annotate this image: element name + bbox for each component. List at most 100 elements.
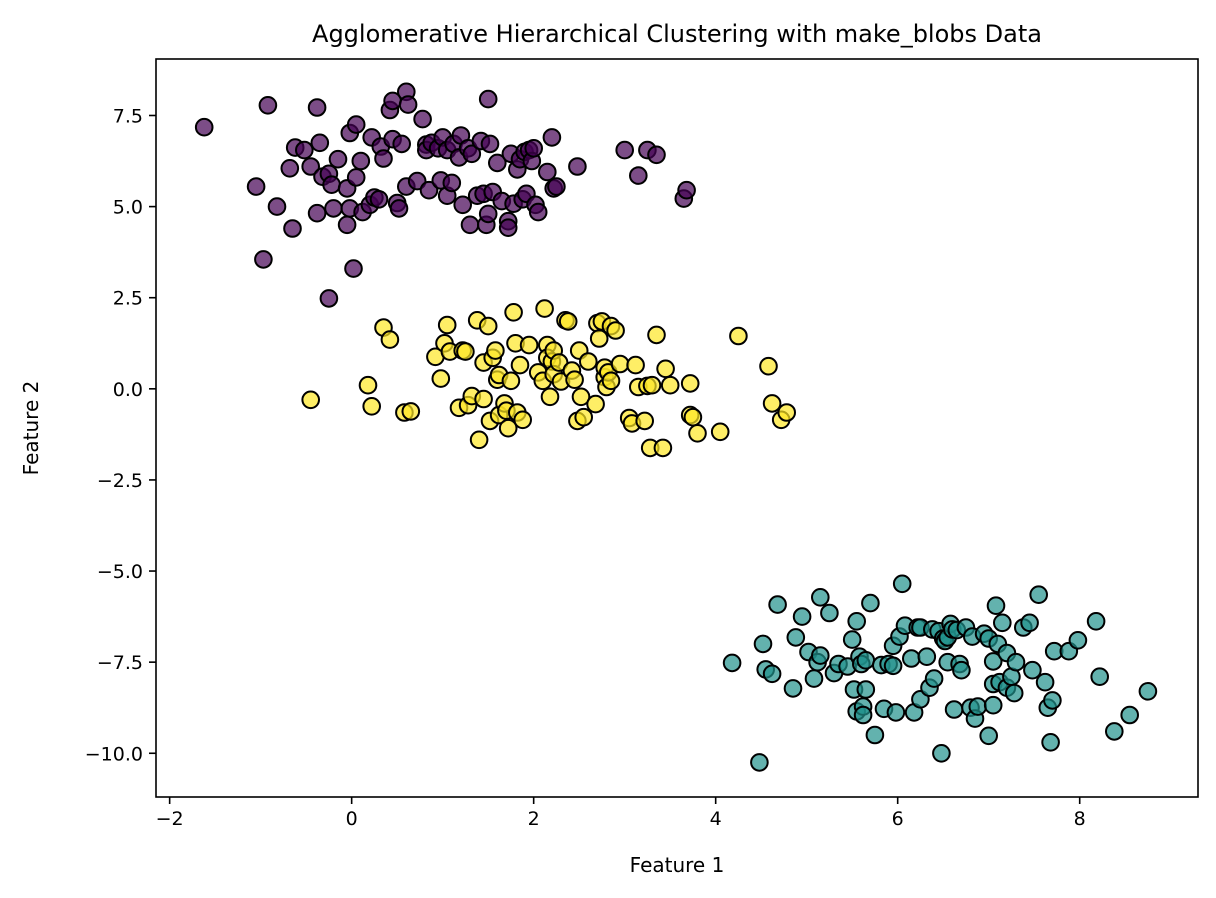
cluster-1-point-6 bbox=[401, 402, 421, 421]
cluster-0-point-68 bbox=[480, 134, 500, 154]
cluster-2-point-12 bbox=[811, 588, 830, 607]
y-tick-label: 5.0 bbox=[113, 197, 143, 219]
cluster-0-point-15 bbox=[322, 175, 341, 194]
cluster-2-point-67 bbox=[979, 726, 999, 746]
cluster-0-point-92 bbox=[629, 166, 648, 185]
cluster-1-point-35 bbox=[510, 355, 530, 375]
y-tick-label: −10.0 bbox=[85, 743, 143, 765]
cluster-0-point-54 bbox=[442, 173, 462, 193]
cluster-0-point-67 bbox=[478, 89, 498, 109]
cluster-1-point-72 bbox=[626, 355, 645, 375]
cluster-1-point-40 bbox=[535, 299, 554, 318]
cluster-1-point-55 bbox=[571, 387, 591, 407]
cluster-0-point-83 bbox=[524, 139, 544, 158]
cluster-0-point-39 bbox=[392, 134, 412, 154]
cluster-2-point-91 bbox=[1086, 612, 1106, 631]
cluster-0-point-60 bbox=[460, 215, 480, 235]
cluster-0-point-11 bbox=[310, 133, 330, 153]
cluster-2-point-49 bbox=[932, 744, 951, 763]
y-tick-label: 7.5 bbox=[113, 105, 143, 127]
cluster-0-point-33 bbox=[374, 149, 393, 168]
cluster-1-point-43 bbox=[540, 387, 560, 407]
cluster-2-point-78 bbox=[1004, 683, 1024, 703]
cluster-2-point-8 bbox=[792, 607, 812, 626]
cluster-0-point-4 bbox=[254, 250, 273, 269]
cluster-2-point-87 bbox=[1043, 691, 1062, 710]
cluster-1-point-68 bbox=[606, 321, 625, 340]
x-axis-label: Feature 1 bbox=[630, 853, 725, 877]
cluster-0-point-10 bbox=[307, 98, 327, 117]
cluster-0-point-70 bbox=[488, 153, 507, 173]
cluster-1-point-37 bbox=[519, 335, 539, 355]
cluster-2-point-44 bbox=[917, 647, 937, 667]
cluster-0-point-9 bbox=[301, 157, 321, 176]
cluster-0-point-17 bbox=[328, 149, 348, 169]
cluster-1-point-8 bbox=[431, 369, 451, 388]
cluster-1-point-88 bbox=[759, 356, 778, 376]
cluster-0-point-1 bbox=[258, 96, 278, 115]
cluster-2-point-90 bbox=[1068, 631, 1088, 650]
cluster-1-point-74 bbox=[635, 411, 655, 431]
cluster-1-point-57 bbox=[579, 352, 598, 371]
cluster-1-point-1 bbox=[358, 375, 378, 395]
y-tick-label: −2.5 bbox=[97, 470, 143, 492]
cluster-1-point-66 bbox=[601, 371, 621, 391]
cluster-2-point-69 bbox=[983, 695, 1003, 715]
cluster-1-point-20 bbox=[474, 389, 493, 409]
cluster-2-point-1 bbox=[750, 753, 769, 772]
cluster-2-point-81 bbox=[1020, 613, 1039, 633]
x-tick-label: 0 bbox=[346, 808, 358, 830]
cluster-2-point-94 bbox=[1120, 705, 1139, 725]
cluster-2-point-10 bbox=[804, 669, 824, 688]
cluster-1-point-36 bbox=[513, 410, 533, 430]
cluster-0-point-25 bbox=[346, 168, 366, 187]
cluster-1-point-32 bbox=[504, 303, 523, 322]
cluster-1-point-83 bbox=[680, 374, 700, 393]
cluster-0-point-31 bbox=[369, 190, 389, 209]
y-axis-ticks: 7.5 5.0 2.5 0.0 −2.5 −5.0 −7.5 −10.0 bbox=[85, 105, 156, 765]
cluster-0-point-3 bbox=[267, 197, 287, 216]
cluster-1-point-87 bbox=[729, 326, 748, 346]
cluster-0-point-18 bbox=[319, 289, 339, 308]
cluster-1-point-56 bbox=[574, 407, 594, 427]
cluster-1-point-4 bbox=[380, 330, 400, 349]
y-tick-label: 2.5 bbox=[113, 288, 143, 310]
cluster-2-point-14 bbox=[820, 603, 839, 623]
cluster-2-point-95 bbox=[1138, 682, 1158, 701]
cluster-1-point-80 bbox=[656, 359, 675, 379]
cluster-2-point-47 bbox=[924, 669, 944, 688]
cluster-1-point-86 bbox=[710, 422, 730, 442]
cluster-2-point-33 bbox=[883, 656, 903, 676]
cluster-1-point-89 bbox=[762, 394, 782, 413]
cluster-2-point-71 bbox=[986, 596, 1006, 616]
cluster-2-point-5 bbox=[768, 595, 787, 614]
cluster-2-point-28 bbox=[861, 593, 880, 613]
cluster-2-point-29 bbox=[865, 725, 885, 745]
cluster-1-point-10 bbox=[437, 315, 457, 335]
cluster-0-point-41 bbox=[398, 95, 418, 114]
cluster-2-point-83 bbox=[1029, 585, 1048, 605]
cluster-1-point-81 bbox=[660, 375, 680, 395]
cluster-1-point-58 bbox=[586, 394, 605, 414]
cluster-0-point-96 bbox=[677, 180, 696, 200]
cluster-2-point-7 bbox=[786, 628, 806, 647]
cluster-1-point-14 bbox=[456, 342, 475, 361]
x-tick-label: 8 bbox=[1074, 808, 1086, 830]
cluster-0-point-44 bbox=[413, 109, 432, 129]
cluster-2-point-74 bbox=[993, 613, 1012, 633]
cluster-2-point-0 bbox=[722, 653, 742, 673]
cluster-0-point-61 bbox=[462, 144, 482, 164]
cluster-0-point-47 bbox=[419, 180, 439, 200]
cluster-0-point-8 bbox=[295, 140, 314, 160]
cluster-0-point-2 bbox=[246, 177, 266, 196]
cluster-0-point-86 bbox=[538, 162, 557, 182]
cluster-0-point-26 bbox=[351, 151, 371, 171]
x-tick-label: 2 bbox=[528, 808, 540, 830]
cluster-1-point-2 bbox=[362, 397, 382, 416]
cluster-1-point-69 bbox=[610, 354, 630, 374]
cluster-2-point-86 bbox=[1041, 733, 1060, 752]
cluster-0-point-21 bbox=[337, 215, 357, 235]
cluster-1-point-50 bbox=[558, 312, 578, 331]
